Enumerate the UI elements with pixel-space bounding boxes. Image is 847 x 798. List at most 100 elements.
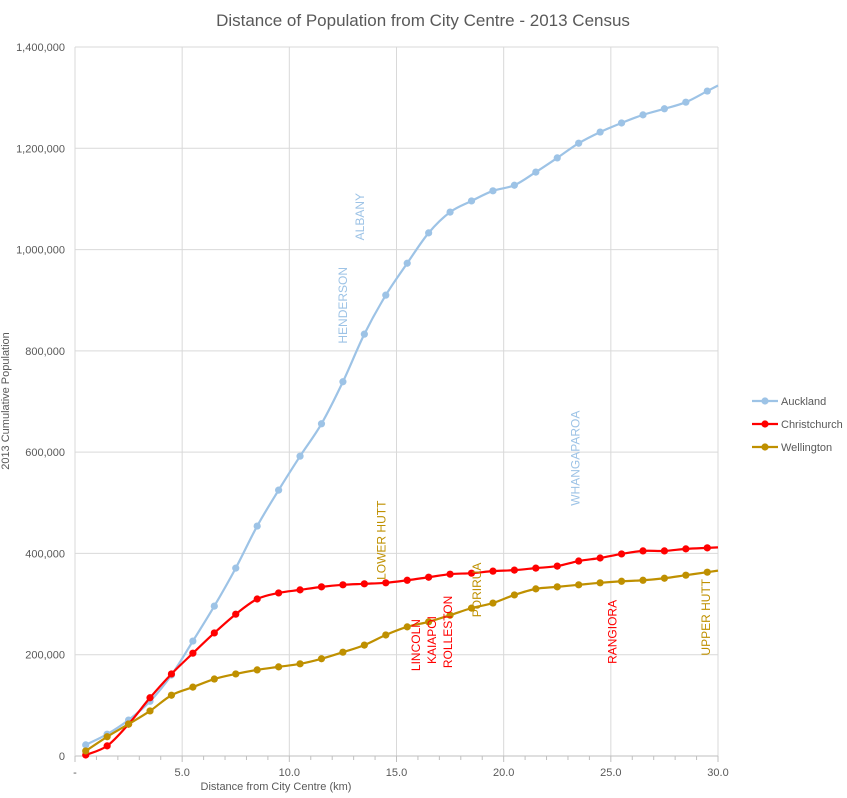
auckland-point — [253, 522, 261, 530]
wellington-point — [403, 623, 411, 631]
wellington-point — [510, 591, 518, 599]
wellington-point — [146, 707, 154, 715]
annotation-label: WHANGAPAROA — [568, 411, 582, 506]
wellington-point — [275, 663, 283, 671]
annotation-label: LOWER HUTT — [374, 500, 388, 580]
wellington-point — [703, 568, 711, 576]
y-tick-label: 0 — [59, 751, 65, 763]
x-tick-label: 10.0 — [279, 767, 300, 779]
wellington-point — [189, 683, 197, 691]
legend: Auckland Christchurch Wellington — [752, 396, 843, 454]
chart-title: Distance of Population from City Centre … — [216, 11, 630, 30]
auckland-point — [617, 119, 626, 127]
y-tick-label: 1,200,000 — [16, 143, 65, 155]
christchurch-point — [189, 649, 197, 657]
legend-swatch-marker — [761, 397, 769, 405]
wellington-point — [103, 733, 111, 741]
x-tick-label: 25.0 — [600, 767, 621, 779]
auckland-point — [189, 637, 197, 645]
annotation-label: KAIAPOI — [425, 616, 439, 664]
auckland-point — [360, 330, 368, 338]
x-tick-label: 5.0 — [175, 767, 190, 779]
auckland-point — [682, 98, 690, 106]
wellington-point — [425, 618, 433, 626]
auckland-point — [660, 105, 669, 113]
wellington-point — [553, 583, 561, 591]
legend-entry: Christchurch — [781, 419, 843, 431]
christchurch-point — [425, 573, 433, 581]
christchurch-point — [553, 562, 561, 570]
wellington-point — [596, 579, 604, 587]
annotation-label: LINCOLN — [409, 619, 423, 671]
y-tick-label: 200,000 — [25, 650, 65, 662]
y-tick-label: 800,000 — [25, 346, 65, 358]
wellington-point — [682, 571, 690, 579]
christchurch-point — [575, 557, 583, 565]
x-axis-label: Distance from City Centre (km) — [201, 781, 352, 793]
wellington-point — [639, 576, 647, 584]
auckland-point — [510, 181, 518, 189]
christchurch-point — [617, 550, 626, 558]
wellington-point — [167, 691, 176, 699]
christchurch-point — [210, 629, 218, 637]
christchurch-point — [446, 570, 454, 578]
christchurch-point — [532, 564, 540, 572]
christchurch-point — [639, 547, 647, 555]
christchurch-point — [167, 670, 176, 678]
christchurch-point — [596, 554, 604, 562]
auckland-point — [382, 291, 390, 299]
wellington-point — [660, 574, 669, 582]
christchurch-point — [296, 586, 304, 594]
annotation-label: PORIRUA — [470, 563, 484, 618]
auckland-point — [403, 259, 411, 267]
annotation-label: ROLLESTON — [441, 596, 455, 668]
x-tick-label: 30.0 — [707, 767, 728, 779]
wellington-point — [296, 660, 304, 668]
auckland-point — [296, 452, 304, 460]
christchurch-point — [403, 576, 411, 584]
auckland-point — [553, 154, 561, 162]
christchurch-point — [232, 610, 240, 618]
legend-swatch-marker — [761, 420, 769, 428]
wellington-point — [489, 599, 497, 607]
christchurch-point — [103, 742, 111, 750]
annotation-label: UPPER HUTT — [699, 578, 713, 655]
wellington-point — [382, 631, 390, 639]
annotation-label: ALBANY — [353, 193, 367, 240]
annotations: ALBANY HENDERSON WHANGAPAROA LOWER HUTT LINC… — [336, 193, 713, 671]
auckland-point — [317, 420, 326, 428]
wellington-point — [617, 577, 626, 585]
auckland-point — [532, 168, 540, 176]
christchurch-point — [660, 547, 669, 555]
x-tick-label: 20.0 — [493, 767, 514, 779]
wellington-point — [82, 747, 90, 755]
wellington-point — [232, 670, 240, 678]
wellington-point — [360, 641, 368, 649]
christchurch-point — [467, 569, 476, 577]
christchurch-point — [360, 580, 368, 588]
auckland-line — [85, 84, 719, 746]
auckland-point — [232, 564, 240, 572]
y-tick-label: 1,400,000 — [16, 42, 65, 54]
auckland-point — [425, 229, 433, 237]
x-tick-label: - — [73, 767, 77, 779]
christchurch-point — [253, 595, 261, 603]
legend-entry: Wellington — [781, 442, 832, 454]
auckland-point — [467, 197, 476, 205]
wellington-point — [575, 581, 583, 589]
wellington-point — [532, 585, 540, 593]
christchurch-point — [682, 545, 690, 553]
y-tick-label: 1,000,000 — [16, 245, 65, 257]
christchurch-point — [146, 694, 154, 702]
gridlines — [75, 46, 719, 756]
wellington-point — [339, 648, 347, 656]
wellington-point — [317, 655, 326, 663]
auckland-point — [703, 87, 711, 95]
auckland-point — [275, 486, 283, 494]
y-tick-label: 600,000 — [25, 447, 65, 459]
christchurch-point — [703, 544, 711, 552]
christchurch-point — [317, 583, 326, 591]
wellington-point — [446, 611, 454, 619]
christchurch-point — [382, 579, 390, 587]
